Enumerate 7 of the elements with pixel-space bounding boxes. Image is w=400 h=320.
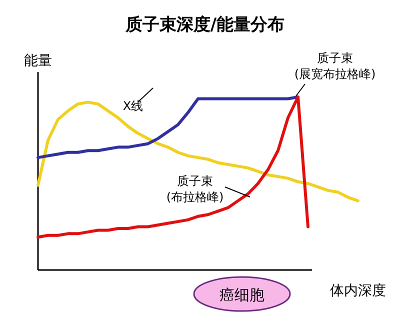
series-label: 质子束 (布拉格峰) — [166, 174, 224, 204]
series-label: 质子束 (展宽布拉格峰) — [294, 51, 376, 81]
series-label: X线 — [122, 99, 144, 113]
y-axis-title: 能量 — [24, 53, 52, 69]
x-axis-title: 体内深度 — [330, 283, 386, 299]
text: 癌细胞 — [220, 286, 264, 304]
chart-title: 质子束深度/能量分布 — [124, 15, 285, 35]
